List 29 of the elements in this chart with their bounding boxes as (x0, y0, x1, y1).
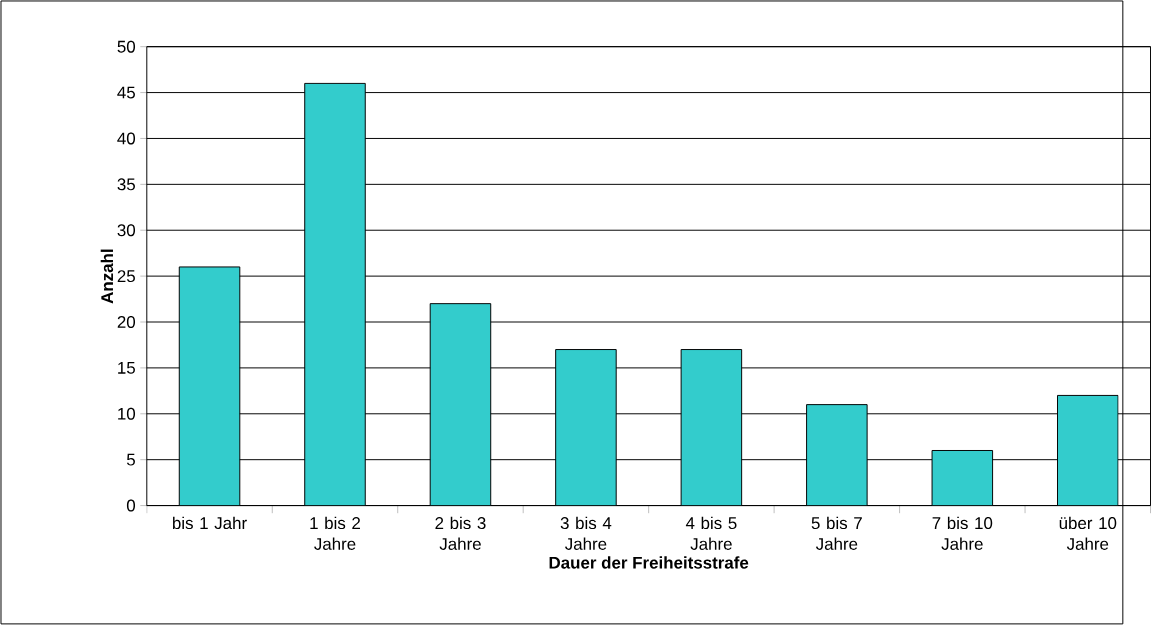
y-tick-label: 25 (117, 270, 135, 283)
y-tick-label: 45 (117, 86, 135, 99)
bar (178, 266, 241, 506)
x-tick-label: 1 bis 2 Jahre (310, 516, 360, 550)
y-tick-label: 15 (118, 362, 135, 374)
bar (555, 349, 617, 506)
y-tick-label: 30 (117, 224, 136, 237)
x-tick-label: 2 bis 3 Jahre (435, 516, 486, 550)
x-tick-label: 4 bis 5 Jahre (685, 516, 737, 550)
y-tick-label: 0 (126, 499, 136, 512)
y-tick-label: 10 (118, 407, 136, 420)
y-tick-label: 5 (126, 453, 135, 466)
y-tick-label: 50 (117, 40, 136, 53)
y-tick-label: 40 (117, 132, 136, 145)
y-axis-title: Anzahl (100, 249, 114, 304)
x-tick-label: über 10 Jahre (1059, 516, 1117, 550)
x-tick-label: 5 bis 7 Jahre (811, 516, 862, 550)
x-tick-label: bis 1 Jahr (172, 516, 247, 530)
y-tick-label: 20 (117, 316, 136, 329)
bar (680, 349, 743, 506)
bar (1057, 395, 1119, 506)
bar (304, 82, 366, 506)
bar (931, 450, 994, 506)
bar (429, 303, 492, 506)
bar (806, 404, 868, 506)
x-tick-label: 7 bis 10 Jahre (932, 516, 993, 550)
x-axis-title: Dauer der Freiheitsstrafe (549, 556, 749, 569)
x-tick-label: 3 bis 4 Jahre (560, 516, 612, 550)
y-tick-label: 35 (117, 178, 135, 191)
